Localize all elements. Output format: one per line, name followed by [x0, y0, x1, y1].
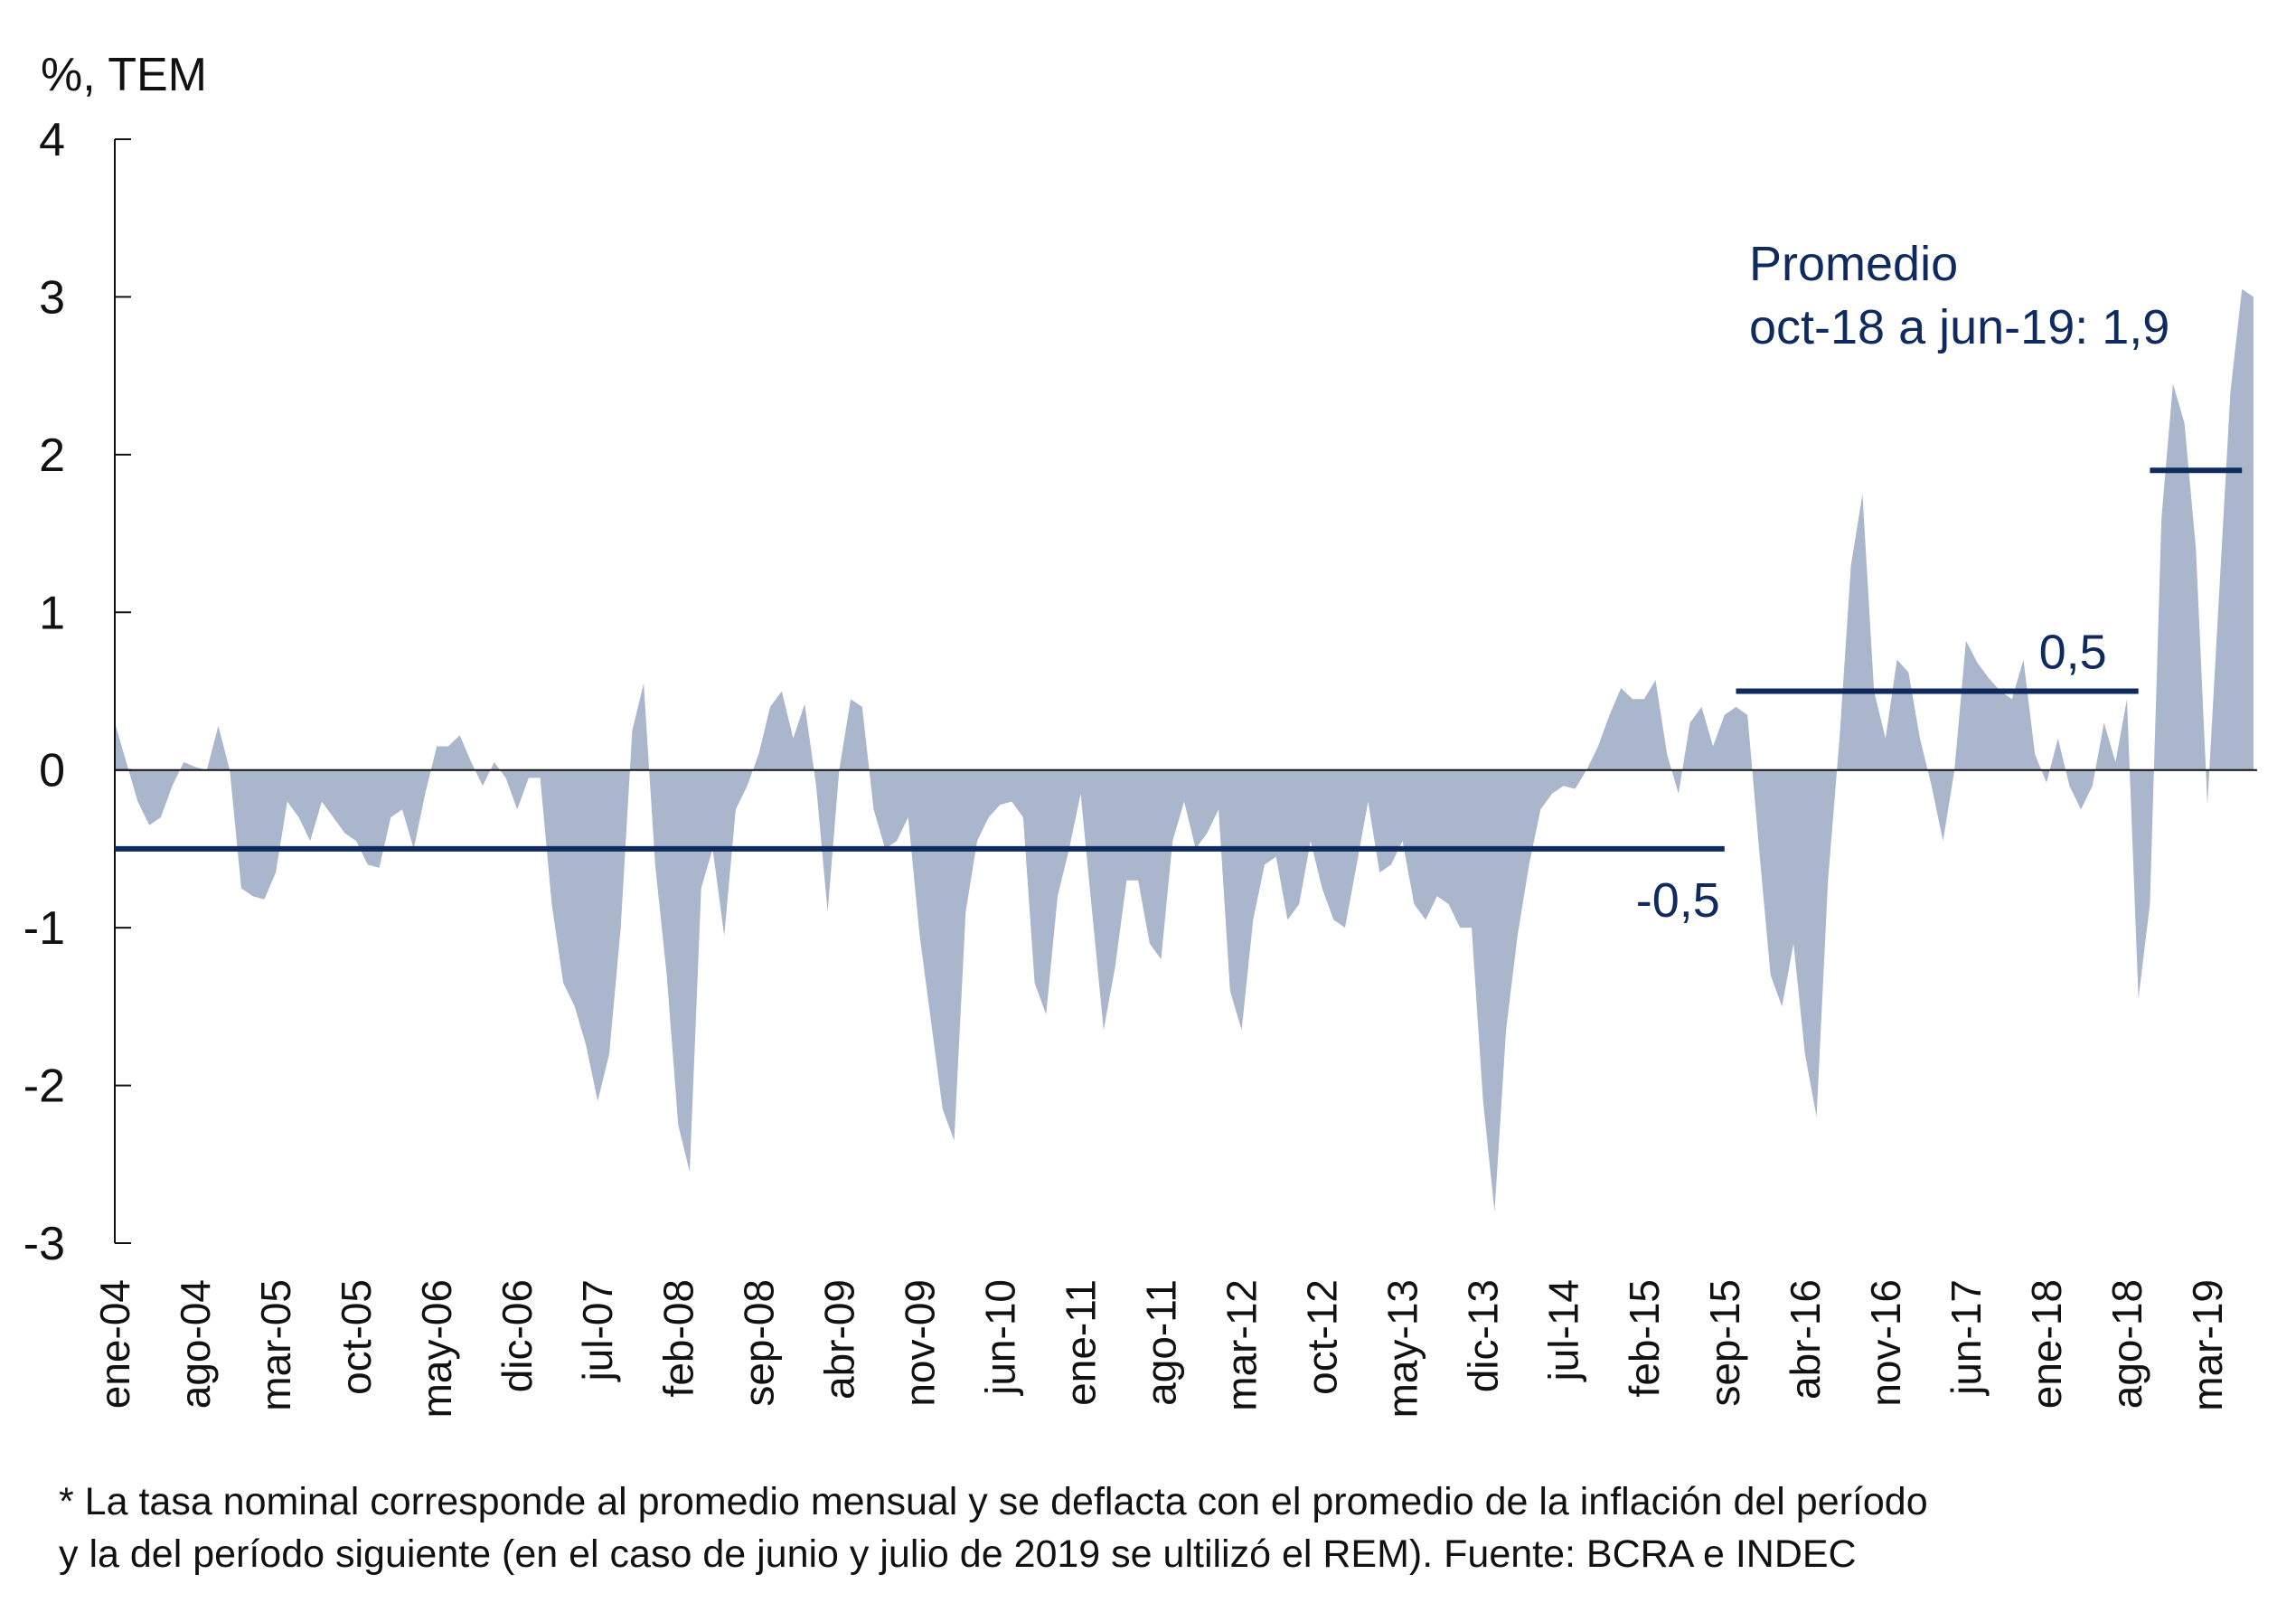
x-tick-label: may-13 [1379, 1279, 1426, 1418]
x-tick-label: jun-10 [976, 1279, 1023, 1397]
y-tick-label: -2 [24, 1061, 65, 1113]
y-tick-label: 3 [39, 271, 65, 324]
x-tick-label: sep-08 [735, 1279, 782, 1407]
area-series-layer [115, 288, 2254, 1212]
x-tick-label: mar-05 [252, 1279, 299, 1411]
y-axis-unit-label: %, TEM [41, 49, 207, 101]
x-tick-label: abr-09 [815, 1279, 862, 1400]
x-tick-label: ago-04 [172, 1279, 219, 1409]
x-tick-label: nov-16 [1862, 1279, 1909, 1407]
y-tick-label: -1 [24, 902, 65, 955]
y-tick-label: 0 [39, 745, 65, 797]
x-tick-label: jul-07 [574, 1279, 621, 1383]
average-value-label: 0,5 [2039, 626, 2107, 680]
y-tick-label: 1 [39, 587, 65, 639]
x-tick-label: ene-04 [91, 1279, 138, 1409]
x-tick-label: abr-16 [1782, 1279, 1829, 1400]
y-tick-label: 4 [39, 114, 65, 166]
x-tick-label: ene-18 [2023, 1279, 2070, 1409]
x-tick-label: nov-09 [896, 1279, 943, 1407]
chart-canvas: %, TEM 4 3 2 1 0 -1 -2 -3 ene-04 ago-04 mar-05 oct-… [24, 49, 2257, 1418]
x-tick-label: sep-15 [1701, 1279, 1748, 1407]
axis-layer: 4 3 2 1 0 -1 -2 -3 ene-04 ago-04 mar-05 oct-05 may-0… [24, 114, 2257, 1418]
x-tick-label: dic-06 [494, 1279, 541, 1392]
x-tick-label: ene-11 [1058, 1279, 1105, 1406]
y-tick-label: -3 [24, 1218, 65, 1270]
average-lines-layer: -0,5 0,5 [115, 467, 2243, 928]
average-value-label: -0,5 [1636, 873, 1720, 928]
x-tick-label: jun-17 [1943, 1279, 1990, 1397]
y-tick-label: 2 [39, 429, 65, 482]
x-tick-label: ago-18 [2103, 1279, 2150, 1409]
x-tick-label: dic-13 [1460, 1279, 1507, 1392]
footnote-line-2: y la del período siguiente (en el caso d… [59, 1532, 1857, 1576]
annotation-promedio-title: Promedio [1749, 237, 1958, 291]
x-tick-label: oct-05 [333, 1279, 380, 1395]
x-tick-label: mar-19 [2184, 1279, 2231, 1411]
annotation-promedio-period: oct-18 a jun-19: 1,9 [1749, 300, 2169, 354]
x-tick-label: jul-14 [1540, 1279, 1587, 1383]
footnote-line-1: * La tasa nominal corresponde al promedi… [59, 1480, 1928, 1523]
x-tick-label: mar-12 [1219, 1279, 1266, 1411]
x-tick-label: ago-11 [1138, 1279, 1185, 1406]
x-tick-label: oct-12 [1299, 1279, 1346, 1395]
x-tick-label: feb-08 [654, 1279, 701, 1397]
footnote: * La tasa nominal corresponde al promedi… [59, 1475, 2264, 1580]
area-series-fill [115, 288, 2254, 1212]
x-tick-label: feb-15 [1621, 1279, 1668, 1397]
x-tick-label: may-06 [413, 1279, 460, 1418]
